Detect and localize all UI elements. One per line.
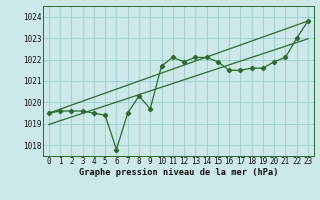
X-axis label: Graphe pression niveau de la mer (hPa): Graphe pression niveau de la mer (hPa)	[79, 168, 278, 177]
